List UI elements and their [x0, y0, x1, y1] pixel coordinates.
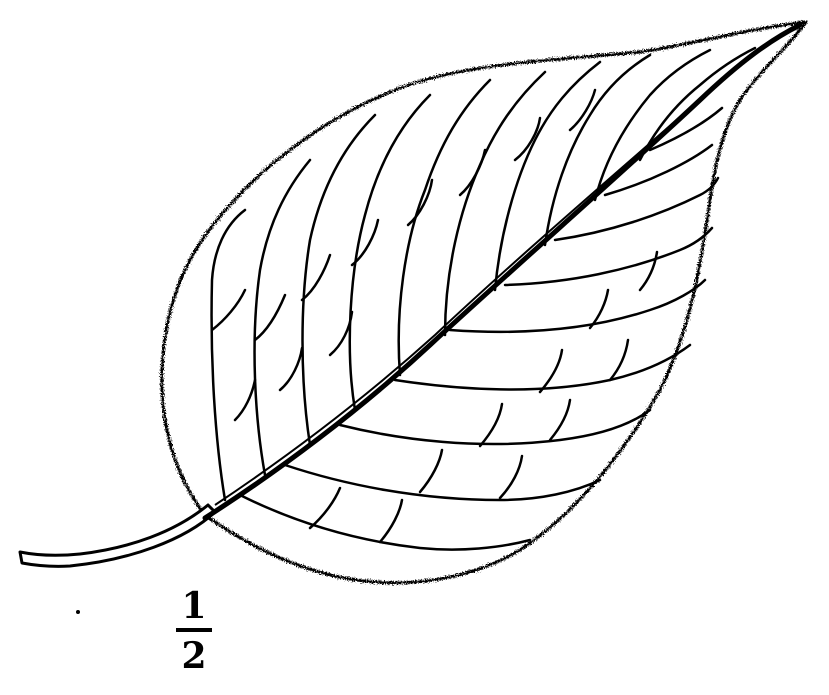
scale-fraction: 1 2	[170, 588, 218, 674]
petiole	[18, 503, 217, 568]
scale-numerator: 1	[181, 585, 207, 627]
scale-denominator: 2	[181, 635, 207, 677]
leaf-blade-outline	[160, 20, 808, 585]
ink-speck	[76, 610, 80, 614]
upper-lateral-veins	[210, 46, 757, 502]
midrib	[202, 22, 803, 521]
fraction-bar	[176, 628, 212, 632]
lower-lateral-veins	[238, 106, 724, 551]
